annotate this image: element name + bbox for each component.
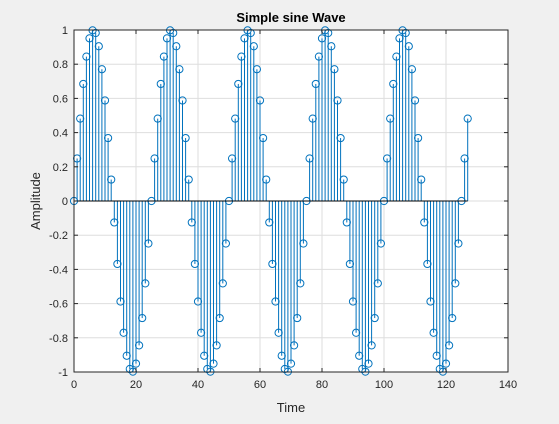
x-tick-label: 40 bbox=[192, 379, 204, 391]
stem-marker bbox=[414, 133, 423, 143]
x-axis-label: Time bbox=[277, 400, 305, 415]
stem-marker bbox=[175, 65, 184, 74]
stem-marker bbox=[259, 133, 268, 143]
axes: 0 20 40 60 80 100 120 140 -1 -0.8 -0.6 -0.4 -0.2 0 0.2… bbox=[49, 25, 517, 391]
stem-marker bbox=[333, 96, 342, 105]
stem-marker bbox=[432, 351, 441, 360]
stem-marker bbox=[141, 279, 150, 288]
stem-marker bbox=[324, 28, 333, 38]
stem-marker bbox=[355, 351, 364, 360]
stem-series bbox=[69, 26, 472, 376]
stem-marker bbox=[212, 341, 221, 350]
stem-marker bbox=[330, 65, 339, 74]
stem-marker bbox=[339, 175, 348, 184]
x-tick-label: 140 bbox=[499, 379, 517, 391]
y-tick-label: 0.6 bbox=[53, 93, 68, 105]
stem-marker bbox=[299, 239, 308, 248]
stem-marker bbox=[454, 239, 463, 248]
stem-marker bbox=[370, 313, 379, 323]
stem-marker bbox=[404, 42, 413, 51]
stem-marker bbox=[417, 175, 426, 184]
stem-marker bbox=[463, 114, 472, 123]
stem-marker bbox=[407, 65, 416, 74]
stem-marker bbox=[286, 359, 296, 368]
x-tick-label: 80 bbox=[316, 379, 328, 391]
stem-marker bbox=[131, 359, 141, 368]
stem-marker bbox=[277, 351, 286, 360]
stem-marker bbox=[364, 359, 373, 368]
stem-marker bbox=[215, 313, 224, 323]
y-axis-label: Amplitude bbox=[28, 172, 43, 230]
x-tick-label: 20 bbox=[130, 379, 142, 391]
stem-marker bbox=[262, 175, 271, 184]
stem-marker bbox=[178, 96, 187, 105]
x-tick-label: 120 bbox=[437, 379, 455, 391]
y-tick-label: -1 bbox=[58, 367, 68, 379]
stem-marker bbox=[246, 28, 255, 38]
stem-marker bbox=[94, 42, 103, 51]
stem-marker bbox=[209, 359, 218, 368]
stem-marker bbox=[218, 279, 227, 288]
stem-marker bbox=[373, 279, 382, 288]
stem-marker bbox=[91, 28, 100, 38]
stem-marker bbox=[221, 239, 230, 248]
stem-marker bbox=[296, 279, 305, 288]
stem-marker bbox=[293, 313, 302, 323]
y-tick-label: -0.4 bbox=[49, 264, 68, 276]
x-tick-label: 100 bbox=[375, 379, 393, 391]
stem-marker bbox=[97, 65, 107, 74]
x-tick-label: 60 bbox=[254, 379, 266, 391]
stem-marker bbox=[401, 28, 410, 38]
stem-marker bbox=[445, 341, 454, 350]
y-tick-label: -0.8 bbox=[49, 333, 68, 345]
stem-marker bbox=[181, 133, 190, 143]
stem-marker bbox=[144, 239, 153, 248]
stem-marker bbox=[184, 175, 193, 184]
stem-marker bbox=[410, 96, 420, 105]
stem-marker bbox=[336, 133, 345, 143]
stem-marker bbox=[376, 239, 385, 248]
stem-marker bbox=[107, 175, 116, 184]
y-tick-label: -0.2 bbox=[49, 230, 68, 242]
y-tick-label: 0.4 bbox=[53, 128, 68, 140]
stem-marker bbox=[104, 133, 113, 143]
stem-marker bbox=[327, 42, 336, 51]
x-tick-label: 0 bbox=[71, 379, 77, 391]
y-tick-label: 0.8 bbox=[53, 59, 68, 71]
stem-marker bbox=[441, 359, 451, 368]
stem-marker bbox=[367, 341, 376, 350]
stem-marker bbox=[169, 28, 178, 38]
stem-marker bbox=[138, 313, 147, 323]
y-tick-label: 0.2 bbox=[53, 162, 68, 174]
stem-marker bbox=[451, 279, 460, 288]
stem-marker bbox=[252, 65, 261, 74]
stem-marker bbox=[290, 341, 299, 350]
stem-marker bbox=[135, 341, 144, 350]
stem-marker bbox=[308, 114, 317, 123]
stem-marker bbox=[255, 96, 265, 105]
y-tick-label: -0.6 bbox=[49, 299, 68, 311]
y-tick-label: 0 bbox=[62, 196, 68, 208]
stem-marker bbox=[386, 114, 395, 123]
stem-marker bbox=[448, 313, 457, 323]
stem-marker bbox=[100, 96, 110, 105]
y-tick-label: 1 bbox=[62, 25, 68, 37]
chart-title: Simple sine Wave bbox=[236, 10, 345, 25]
stem-marker bbox=[249, 42, 258, 51]
stem-marker bbox=[172, 42, 181, 51]
